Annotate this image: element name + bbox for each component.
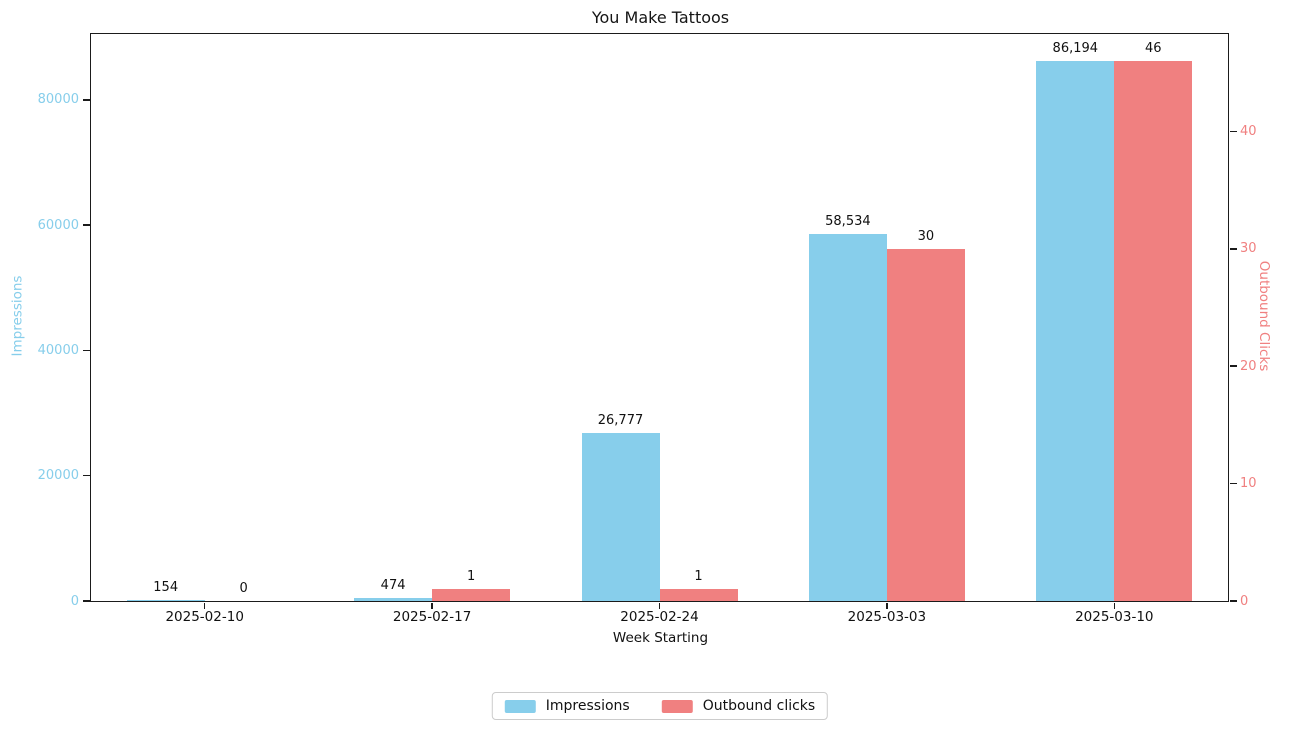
bar-value-label: 1	[466, 569, 476, 584]
bar-value-label: 26,777	[597, 413, 644, 428]
right-tick-label: 30	[1240, 241, 1257, 257]
x-axis-title: Week Starting	[612, 630, 709, 646]
impressions-bar	[581, 433, 660, 601]
x-tick-mark	[1113, 602, 1116, 609]
chart-title: You Make Tattoos	[591, 8, 730, 27]
left-tick-mark	[82, 349, 90, 352]
legend-label: Impressions	[545, 698, 630, 714]
x-tick-label: 2025-02-10	[165, 609, 244, 625]
left-axis-title: Impressions	[9, 275, 26, 357]
x-tick-label: 2025-02-24	[620, 609, 699, 625]
x-tick-mark	[203, 602, 206, 609]
right-tick-mark	[1229, 130, 1237, 133]
bar-value-label: 0	[239, 581, 248, 596]
outbound-clicks-bar	[1114, 61, 1193, 601]
right-tick-label: 10	[1240, 476, 1257, 492]
x-tick-label: 2025-03-03	[847, 609, 927, 625]
left-tick-mark	[82, 224, 90, 226]
left-tick-label: 0	[70, 593, 79, 609]
plot-area: 0 20000 40000 60000 80000 0 10 20 30 40 2025-02-10…	[38, 33, 1257, 624]
right-axis-title: Outbound Clicks	[1255, 260, 1272, 372]
outbound-clicks-bar	[886, 249, 965, 601]
x-tick-mark	[886, 602, 888, 609]
x-tick-mark	[658, 602, 661, 609]
left-tick-label: 60000	[37, 217, 79, 233]
outbound-clicks-bar	[659, 589, 738, 601]
left-tick-label: 40000	[37, 342, 79, 358]
legend-entry-impressions: Impressions	[504, 698, 630, 714]
outbound-clicks-bar	[432, 589, 511, 601]
x-tick-label: 2025-03-10	[1075, 609, 1154, 625]
left-tick-mark	[82, 600, 90, 602]
right-tick-mark	[1229, 365, 1237, 367]
right-tick-label: 20	[1240, 358, 1257, 374]
impressions-bar	[1036, 61, 1115, 601]
right-tick-label: 0	[1240, 593, 1249, 609]
impressions-bar	[808, 234, 887, 601]
x-tick-label: 2025-02-17	[392, 609, 472, 625]
bar-value-label: 58,534	[825, 214, 871, 229]
right-tick-mark	[1229, 600, 1237, 602]
left-tick-mark	[82, 99, 90, 101]
outbound-clicks-swatch-icon	[661, 699, 693, 713]
x-tick-mark	[431, 602, 433, 609]
right-tick-mark	[1229, 482, 1237, 485]
impressions-bar	[354, 598, 433, 601]
legend: Impressions Outbound clicks	[491, 692, 829, 720]
right-tick-mark	[1229, 248, 1237, 250]
bar-value-label: 86,194	[1052, 41, 1099, 56]
left-tick-mark	[82, 474, 90, 477]
left-tick-label: 80000	[37, 92, 79, 108]
impressions-bar	[126, 600, 205, 601]
bar-value-label: 30	[917, 229, 935, 244]
impressions-swatch-icon	[504, 699, 536, 713]
right-tick-label: 40	[1240, 123, 1257, 139]
legend-label: Outbound clicks	[702, 698, 816, 714]
bar-value-label: 1	[694, 569, 703, 584]
left-tick-label: 20000	[37, 468, 79, 484]
bar-value-label: 154	[153, 580, 179, 595]
legend-entry-outbound-clicks: Outbound clicks	[661, 698, 816, 714]
bar-value-label: 474	[380, 578, 406, 593]
bar-value-label: 46	[1145, 41, 1162, 56]
